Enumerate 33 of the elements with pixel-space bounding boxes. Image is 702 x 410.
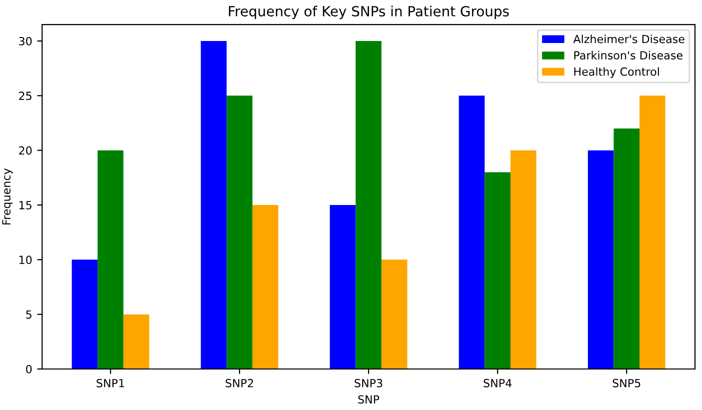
- x-tick-label: SNP3: [354, 378, 382, 388]
- bar: [588, 150, 614, 369]
- bar: [252, 205, 278, 369]
- bar: [381, 260, 408, 369]
- bar: [330, 205, 356, 369]
- x-tick-label: SNP2: [226, 378, 253, 388]
- chart-title: Frequency of Key SNPs in Patient Groups: [228, 6, 509, 20]
- bar: [226, 96, 252, 369]
- bar: [484, 172, 510, 369]
- y-tick-label: 5: [26, 310, 32, 319]
- bar: [510, 150, 536, 369]
- bar: [614, 128, 640, 369]
- bar: [72, 260, 98, 369]
- x-tick-label: SNP5: [612, 378, 640, 388]
- y-axis-title: Frequency: [2, 168, 13, 224]
- bar: [356, 41, 382, 369]
- bar: [123, 314, 150, 369]
- legend-label: Alzheimer's Disease: [573, 34, 684, 44]
- y-tick-label: 15: [19, 201, 32, 210]
- y-tick-label: 30: [19, 36, 32, 46]
- x-axis-title: SNP: [358, 395, 380, 404]
- legend-label: Parkinson's Disease: [574, 50, 682, 60]
- bar: [98, 150, 124, 369]
- y-tick-label: 0: [26, 364, 32, 374]
- y-tick-label: 10: [19, 256, 32, 264]
- bar: [458, 96, 485, 369]
- x-tick-label: SNP1: [96, 378, 124, 388]
- y-tick-label: 25: [19, 92, 32, 100]
- bar: [640, 96, 666, 369]
- x-tick-label: SNP4: [484, 378, 512, 388]
- y-tick-label: 20: [19, 146, 32, 155]
- bar: [200, 41, 227, 369]
- legend-label: Healthy Control: [574, 67, 659, 78]
